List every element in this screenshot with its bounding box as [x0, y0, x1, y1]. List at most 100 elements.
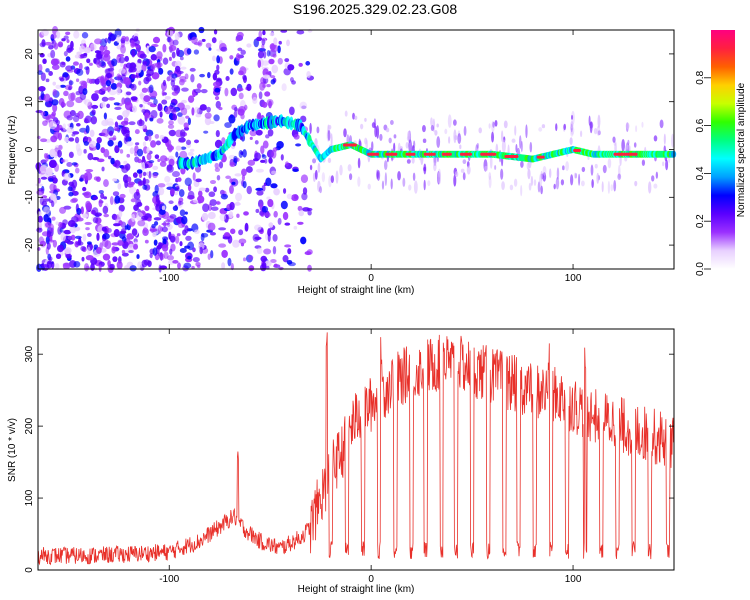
noise-speckle: [601, 181, 604, 193]
noise-speckle: [239, 136, 243, 140]
noise-speckle: [264, 212, 271, 218]
snr-frame: [37, 328, 675, 571]
noise-speckle: [245, 166, 253, 173]
noise-speckle: [195, 113, 202, 118]
noise-speckle: [117, 240, 124, 246]
noise-speckle: [209, 231, 216, 236]
noise-speckle: [591, 179, 594, 189]
noise-speckle: [118, 210, 123, 218]
noise-speckle: [192, 172, 196, 181]
noise-speckle: [423, 163, 427, 175]
noise-speckle: [85, 124, 90, 134]
noise-speckle: [43, 206, 50, 215]
noise-speckle: [257, 112, 262, 119]
noise-speckle: [172, 39, 179, 46]
noise-speckle: [278, 40, 282, 45]
noise-speckle: [55, 31, 61, 39]
noise-speckle: [453, 119, 457, 126]
noise-speckle: [488, 123, 491, 129]
noise-speckle: [460, 168, 465, 173]
noise-speckle: [191, 265, 195, 270]
noise-speckle: [180, 146, 187, 150]
noise-speckle: [175, 151, 179, 158]
noise-speckle: [144, 178, 150, 184]
noise-speckle: [83, 191, 92, 199]
noise-speckle: [136, 119, 145, 127]
noise-speckle: [106, 103, 111, 109]
noise-speckle: [116, 115, 124, 121]
noise-speckle: [159, 111, 163, 118]
noise-speckle: [113, 229, 120, 237]
noise-speckle: [227, 257, 232, 267]
noise-speckle: [124, 163, 131, 171]
noise-speckle: [96, 232, 100, 242]
noise-speckle: [500, 168, 504, 180]
noise-speckle: [117, 140, 123, 148]
noise-speckle: [110, 157, 115, 165]
noise-speckle: [288, 106, 295, 116]
noise-speckle: [136, 169, 143, 174]
noise-speckle: [501, 181, 505, 191]
noise-speckle: [99, 75, 106, 84]
noise-speckle: [309, 164, 313, 171]
noise-speckle: [255, 129, 263, 136]
noise-speckle: [594, 163, 598, 169]
noise-speckle: [124, 225, 129, 230]
noise-speckle: [254, 140, 259, 145]
noise-speckle: [137, 219, 146, 227]
noise-speckle: [68, 151, 74, 159]
noise-speckle: [125, 91, 132, 96]
noise-speckle: [212, 81, 220, 87]
noise-speckle: [659, 119, 664, 129]
noise-speckle: [215, 100, 222, 109]
noise-speckle: [144, 239, 149, 244]
noise-speckle: [76, 68, 84, 76]
noise-speckle: [43, 152, 48, 159]
noise-speckle: [212, 55, 216, 62]
noise-speckle: [402, 177, 406, 188]
noise-speckle: [92, 196, 99, 200]
noise-speckle: [530, 175, 534, 187]
noise-speckle: [235, 53, 241, 62]
noise-speckle: [284, 244, 292, 248]
x-tick-label: -100: [159, 273, 179, 284]
noise-speckle: [36, 263, 42, 273]
noise-speckle: [64, 159, 69, 163]
noise-speckle: [406, 159, 411, 164]
noise-speckle: [180, 66, 187, 70]
noise-speckle: [272, 234, 278, 242]
snr-line: [37, 332, 675, 566]
noise-speckle: [286, 193, 293, 200]
noise-speckle: [270, 75, 276, 79]
noise-speckle: [53, 131, 60, 140]
noise-speckle: [179, 79, 187, 83]
noise-speckle: [569, 137, 573, 145]
noise-speckle: [268, 100, 272, 109]
noise-speckle: [261, 154, 267, 159]
noise-speckle: [85, 227, 90, 231]
noise-speckle: [189, 148, 195, 152]
noise-speckle: [124, 101, 133, 111]
noise-speckle: [653, 135, 658, 142]
noise-speckle: [256, 190, 264, 196]
noise-speckle: [197, 195, 205, 204]
snr-series: [37, 332, 675, 566]
noise-speckle: [271, 170, 277, 175]
noise-speckle: [222, 236, 231, 240]
noise-speckle: [74, 235, 82, 239]
noise-speckle: [66, 162, 73, 167]
noise-speckle: [50, 113, 56, 120]
noise-speckle: [45, 235, 50, 245]
noise-speckle: [252, 96, 258, 104]
noise-speckle: [354, 115, 358, 121]
noise-speckle: [112, 256, 118, 263]
noise-speckle: [103, 179, 109, 188]
noise-speckle: [360, 123, 364, 130]
noise-speckle: [137, 158, 142, 164]
noise-speckle: [141, 108, 147, 114]
noise-speckle: [232, 239, 240, 248]
noise-speckle: [282, 211, 289, 221]
noise-speckle: [83, 136, 89, 143]
noise-speckle: [103, 53, 111, 62]
noise-speckle: [55, 221, 59, 226]
